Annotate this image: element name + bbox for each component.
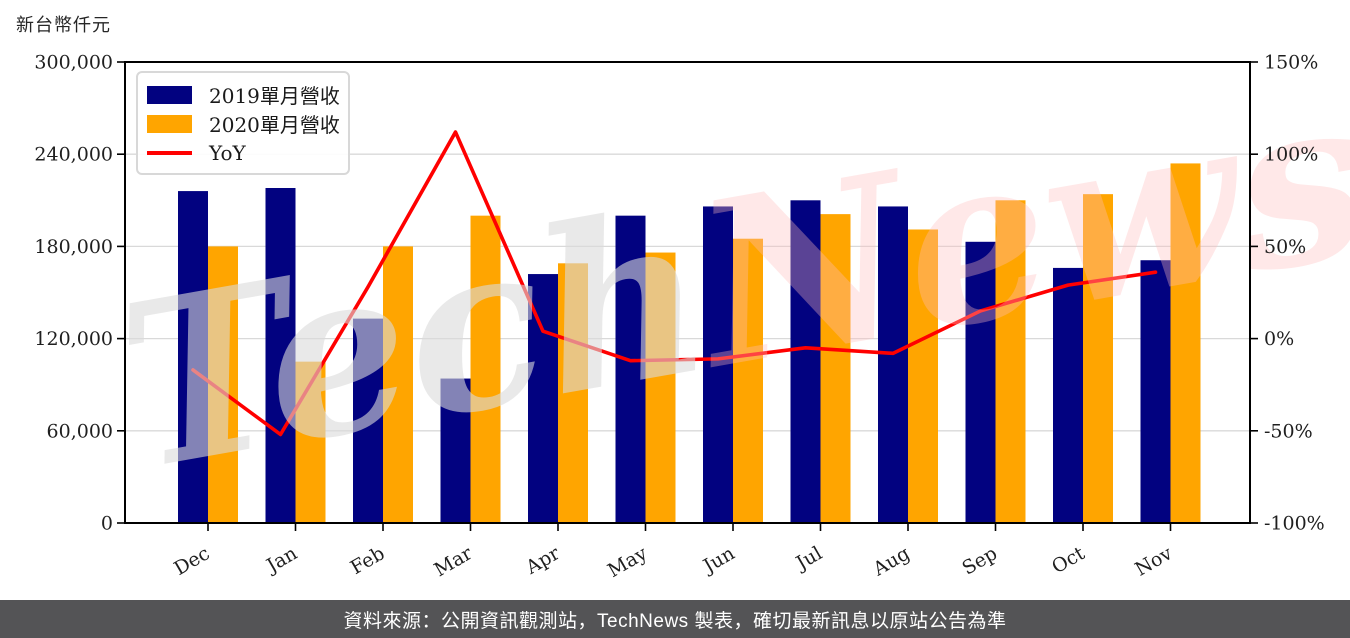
watermark-pink: News (674, 43, 1350, 420)
left-axis-tick-label: 120,000 (34, 328, 113, 350)
bar-2020單月營收-Jan (295, 361, 326, 523)
right-axis-tick-label: -50% (1264, 420, 1313, 442)
x-axis-month-label: Oct (1048, 542, 1089, 578)
right-axis-tick-label: 150% (1264, 52, 1318, 74)
legend-color-swatch (147, 85, 192, 104)
bar-2020單月營收-Sep (995, 200, 1026, 524)
x-axis-month-label: Sep (958, 542, 1001, 579)
bar-2019單月營收-Jun (703, 206, 733, 524)
bar-2020單月營收-Oct (1083, 194, 1113, 524)
bar-2020單月營收-Apr (558, 263, 588, 523)
left-axis-tick-label: 300,000 (34, 52, 113, 74)
bar-2019單月營收-Sep (965, 241, 996, 524)
source-bar: 資料來源：公開資訊觀測站，TechNews 製表，確切最新訊息以原站公告為準 (0, 600, 1350, 638)
right-axis-tick-label: 100% (1264, 144, 1318, 166)
x-axis-month-label: Jul (791, 542, 826, 575)
bar-2019單月營收-Aug (878, 206, 908, 524)
bar-series-2019單月營收 (178, 188, 1171, 524)
bar-2019單月營收-May (615, 215, 646, 523)
x-axis: Dec Jan Feb Mar Apr May Jun Jul Aug Sep Oct Nov (170, 523, 1176, 582)
legend-label: 2020單月營收 (209, 113, 340, 137)
x-axis-month-label: May (604, 542, 651, 582)
left-axis-tick-label: 240,000 (34, 144, 113, 166)
left-axis: 0 60,000 120,000 180,000 240,000 300,000 (34, 52, 125, 535)
bar-2019單月營收-Dec (178, 191, 208, 523)
source-text: 資料來源：公開資訊觀測站，TechNews 製表，確切最新訊息以原站公告為準 (343, 610, 1007, 632)
legend: 2019單月營收 2020單月營收 YoY (136, 71, 350, 175)
x-axis-month-label: Mar (430, 542, 476, 581)
legend-label: YoY (209, 140, 246, 165)
bar-2020單月營收-Nov (1170, 163, 1201, 524)
legend-color-swatch (147, 114, 192, 133)
bar-2019單月營收-Mar (440, 378, 471, 523)
x-axis-month-label: Feb (347, 542, 389, 579)
bar-2019單月營收-Jan (265, 188, 296, 524)
legend-label: 2019單月營收 (209, 84, 340, 108)
y-axis-unit-label: 新台幣仟元 (16, 15, 111, 36)
bar-2020單月營收-Mar (470, 215, 501, 523)
right-axis: -100% -50% 0% 50% 100% 150% (1250, 52, 1325, 535)
legend-item-2020單月營收: 2020單月營收 (147, 109, 348, 138)
x-axis-month-label: Apr (521, 542, 564, 579)
bar-2020單月營收-Aug (908, 229, 938, 523)
yoy-line (191, 130, 1158, 437)
legend-item-2019單月營收: 2019單月營收 (147, 80, 348, 109)
right-axis-tick-label: 0% (1264, 328, 1294, 350)
x-axis-month-label: Dec (170, 542, 213, 580)
revenue-yoy-chart: TechNews060,000120,000180,000240,000300,… (34, 43, 1350, 582)
bar-2020單月營收-Feb (383, 246, 413, 523)
bar-2019單月營收-Jul (790, 200, 821, 524)
bar-2019單月營收-Nov (1140, 260, 1171, 523)
bar-2020單月營收-Jul (820, 214, 851, 523)
bar-2019單月營收-Feb (353, 318, 383, 523)
left-axis-tick-label: 60,000 (47, 420, 113, 442)
bar-2020單月營收-May (645, 252, 676, 523)
left-axis-tick-label: 0 (101, 513, 113, 535)
right-axis-tick-label: 50% (1264, 236, 1306, 258)
bar-2019單月營收-Oct (1053, 267, 1083, 523)
x-axis-month-label: Jan (261, 542, 301, 578)
x-axis-month-label: Aug (869, 542, 914, 581)
legend-item-YoY: YoY (147, 138, 348, 167)
x-axis-month-label: Jun (698, 542, 739, 578)
legend-line-swatch (147, 150, 192, 155)
plot-frame (124, 61, 1251, 524)
left-axis-tick-label: 180,000 (34, 236, 113, 258)
right-axis-tick-label: -100% (1264, 513, 1325, 535)
bar-2020單月營收-Jun (733, 238, 763, 523)
bar-2019單月營收-Apr (528, 274, 558, 523)
bar-series-2020單月營收 (208, 163, 1201, 524)
x-axis-month-label: Nov (1131, 542, 1176, 581)
